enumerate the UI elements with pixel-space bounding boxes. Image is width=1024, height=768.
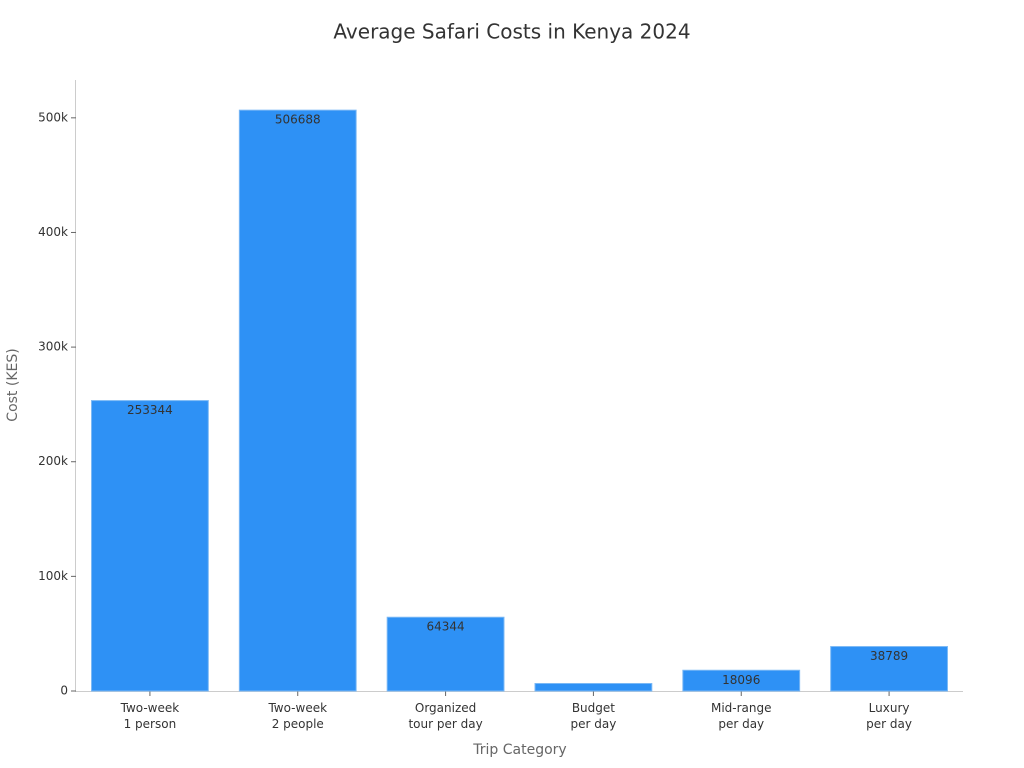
bar bbox=[830, 646, 948, 692]
bar bbox=[238, 109, 357, 692]
y-tick-label: 100k bbox=[38, 569, 68, 583]
x-tick-label: Luxury per day bbox=[866, 701, 912, 731]
y-tick-label: 0 bbox=[60, 684, 68, 698]
data-label: 18096 bbox=[722, 673, 760, 687]
x-tick-label: Budget per day bbox=[571, 701, 617, 731]
data-label: 253344 bbox=[127, 403, 173, 417]
y-axis-title: Cost (KES) bbox=[5, 348, 21, 421]
x-tick-label: Two-week 2 people bbox=[267, 701, 327, 731]
x-tick-label: Two-week 1 person bbox=[120, 701, 180, 731]
y-tick-label: 400k bbox=[38, 225, 68, 239]
bar bbox=[91, 400, 209, 692]
data-label: 506688 bbox=[275, 113, 321, 127]
bar bbox=[534, 682, 653, 692]
y-tick-label: 200k bbox=[38, 454, 68, 468]
data-label: 64344 bbox=[426, 620, 464, 634]
x-axis-title: Trip Category bbox=[472, 742, 566, 758]
data-label: 38789 bbox=[870, 649, 908, 663]
chart-title: Average Safari Costs in Kenya 2024 bbox=[333, 20, 690, 44]
bar bbox=[682, 669, 801, 692]
y-tick-label: 300k bbox=[38, 340, 68, 354]
bar bbox=[386, 616, 505, 692]
x-tick-label: Organized tour per day bbox=[408, 701, 482, 731]
y-tick-label: 500k bbox=[38, 110, 68, 124]
x-tick-label: Mid-range per day bbox=[711, 701, 772, 731]
